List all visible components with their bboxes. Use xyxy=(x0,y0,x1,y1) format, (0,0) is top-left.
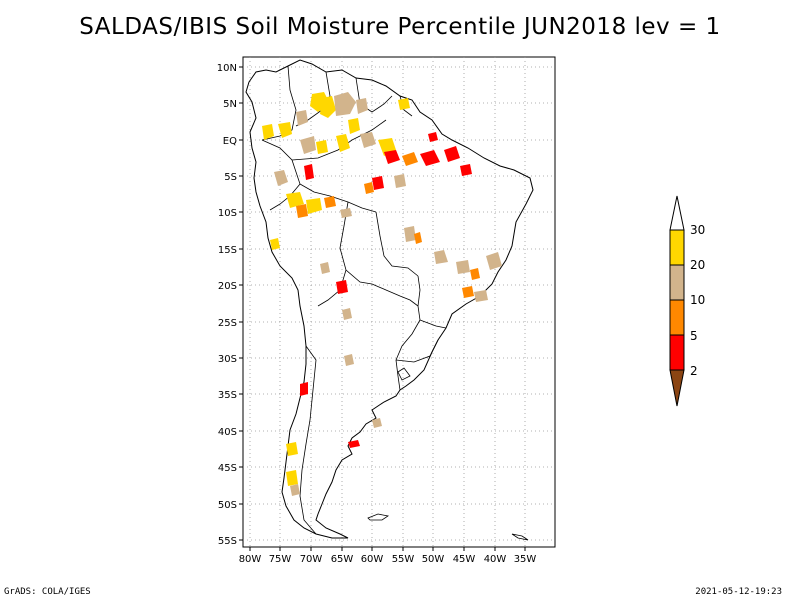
tick-marks xyxy=(239,66,526,551)
patch-tan xyxy=(342,308,352,320)
colorbar-box-20-30 xyxy=(669,229,685,266)
patch-orange xyxy=(402,152,418,166)
patch-yellow xyxy=(270,238,280,250)
colorbar: 30 20 10 5 2 xyxy=(669,195,705,407)
lon-label: 55W xyxy=(392,554,415,565)
patch-yellow xyxy=(316,140,328,154)
patch-orange xyxy=(364,182,374,194)
lat-label: 10S xyxy=(218,208,237,219)
patch-tan xyxy=(456,260,470,274)
lat-label: 45S xyxy=(218,463,237,474)
patch-tan xyxy=(434,250,448,264)
patch-yellow xyxy=(278,122,292,138)
footer-timestamp: 2021-05-12-19:23 xyxy=(695,587,782,597)
plot-frame xyxy=(242,56,556,548)
colorbar-box-5-10 xyxy=(669,299,685,336)
patch-tan xyxy=(474,290,488,302)
patch-tan xyxy=(320,262,330,274)
patch-yellow xyxy=(320,96,336,118)
lat-label: 40S xyxy=(218,427,237,438)
patch-tan xyxy=(340,208,352,218)
lat-label: 20S xyxy=(218,281,237,292)
patch-red xyxy=(336,280,348,294)
patch-yellow xyxy=(348,118,360,134)
patch-yellow xyxy=(286,192,304,208)
patch-tan xyxy=(344,354,354,366)
patch-orange xyxy=(296,204,308,218)
colorbar-label: 20 xyxy=(690,258,705,272)
lat-label: 5N xyxy=(223,99,237,110)
patch-tan xyxy=(334,92,356,116)
patch-red xyxy=(372,176,384,190)
patch-yellow xyxy=(336,134,350,152)
lon-label: 80W xyxy=(239,554,262,565)
colorbar-box-2-5 xyxy=(669,334,685,371)
patch-yellow xyxy=(306,198,322,214)
patch-red xyxy=(304,164,314,180)
islands xyxy=(367,367,529,541)
patch-red xyxy=(428,132,438,142)
patch-tan xyxy=(486,252,502,270)
colorbar-label: 30 xyxy=(690,223,705,237)
patch-red xyxy=(460,164,472,176)
lon-label: 65W xyxy=(331,554,354,565)
lon-label: 45W xyxy=(453,554,476,565)
continent-outline xyxy=(245,59,534,539)
lat-label: 55S xyxy=(218,536,237,547)
patch-tan xyxy=(274,170,288,186)
patch-tan xyxy=(372,418,382,428)
patch-yellow xyxy=(398,98,410,110)
colorbar-bottom-triangle xyxy=(669,369,685,407)
patch-tan xyxy=(300,136,316,154)
patch-red xyxy=(300,382,308,396)
colorbar-label: 10 xyxy=(690,293,705,307)
lon-label: 60W xyxy=(361,554,384,565)
colorbar-box-10-20 xyxy=(669,264,685,301)
lon-label: 40W xyxy=(484,554,507,565)
patch-orange xyxy=(324,196,336,208)
patch-yellow xyxy=(286,442,298,456)
lon-label: 35W xyxy=(514,554,537,565)
lat-label: 30S xyxy=(218,354,237,365)
lat-label: 15S xyxy=(218,245,237,256)
lat-label: 50S xyxy=(218,500,237,511)
patch-red xyxy=(444,146,460,162)
lat-label: 5S xyxy=(224,172,237,183)
patch-tan xyxy=(290,484,300,496)
patch-orange xyxy=(470,268,480,280)
colorbar-top-triangle xyxy=(669,195,685,231)
grid-lines xyxy=(243,57,555,547)
patch-orange xyxy=(414,232,422,244)
lat-label: 10N xyxy=(217,63,237,74)
patch-tan xyxy=(356,98,368,114)
data-patches xyxy=(262,92,502,496)
colorbar-label: 2 xyxy=(690,364,698,378)
patch-orange xyxy=(462,286,474,298)
colorbar-label: 5 xyxy=(690,329,698,343)
patch-red xyxy=(384,150,400,164)
lat-label: EQ xyxy=(223,136,237,147)
lon-label: 70W xyxy=(300,554,323,565)
lon-label: 75W xyxy=(269,554,292,565)
patch-yellow xyxy=(262,124,274,140)
patch-tan xyxy=(394,174,406,188)
country-borders xyxy=(261,65,447,535)
patch-tan xyxy=(360,132,376,148)
patch-red xyxy=(348,440,360,448)
lat-label: 25S xyxy=(218,318,237,329)
lon-label: 50W xyxy=(422,554,445,565)
footer-credit: GrADS: COLA/IGES xyxy=(4,587,91,597)
patch-tan xyxy=(296,110,308,126)
lat-label: 35S xyxy=(218,390,237,401)
patch-red xyxy=(420,150,440,166)
patch-yellow xyxy=(286,470,298,486)
patch-tan xyxy=(404,226,416,242)
map-title: SALDAS/IBIS Soil Moisture Percentile JUN… xyxy=(79,14,721,40)
